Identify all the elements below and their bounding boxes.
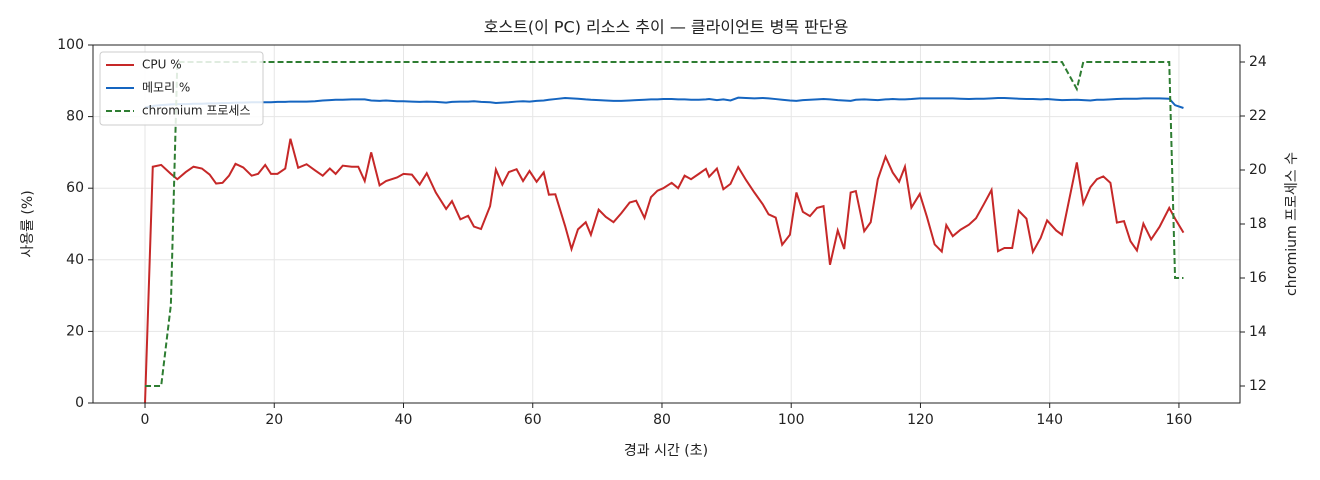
y-tick-label: 40 bbox=[66, 252, 84, 268]
y2-tick-label: 14 bbox=[1249, 324, 1267, 340]
legend: CPU % 메모리 % chromium 프로세스 bbox=[99, 51, 264, 126]
legend-label: chromium 프로세스 bbox=[142, 104, 251, 118]
x-tick-label: 20 bbox=[265, 412, 283, 428]
x-tick-label: 140 bbox=[1036, 412, 1063, 428]
x-tick-label: 120 bbox=[907, 412, 934, 428]
y2-tick-label: 24 bbox=[1249, 54, 1267, 70]
plot-frame bbox=[92, 44, 1241, 404]
y-tick-label: 100 bbox=[57, 37, 84, 53]
y2-tick-label: 20 bbox=[1249, 162, 1267, 178]
y2-axis-label: chromium 프로세스 수 bbox=[1284, 152, 1300, 296]
x-tick-label: 60 bbox=[524, 412, 542, 428]
x-tick-label: 0 bbox=[141, 412, 150, 428]
legend-label: CPU % bbox=[142, 58, 182, 72]
chart-title: 호스트(이 PC) 리소스 추이 — 클라이언트 병목 판단용 bbox=[484, 18, 849, 37]
y2-tick-label: 12 bbox=[1249, 378, 1267, 394]
series-line bbox=[144, 138, 1185, 404]
y-tick-label: 60 bbox=[66, 180, 84, 196]
y2-tick-label: 22 bbox=[1249, 108, 1267, 124]
series-line bbox=[145, 61, 1184, 387]
x-tick-label: 160 bbox=[1166, 412, 1193, 428]
y2-tick-label: 18 bbox=[1249, 216, 1267, 232]
x-tick-label: 40 bbox=[395, 412, 413, 428]
y2-tick-label: 16 bbox=[1249, 270, 1267, 286]
y-tick-label: 80 bbox=[66, 109, 84, 125]
y-tick-label: 20 bbox=[66, 323, 84, 339]
x-axis-label: 경과 시간 (초) bbox=[624, 443, 708, 459]
y-tick-label: 0 bbox=[75, 395, 84, 411]
legend-label: 메모리 % bbox=[142, 81, 190, 95]
legend-box bbox=[99, 51, 264, 126]
x-tick-label: 80 bbox=[653, 412, 671, 428]
x-tick-label: 100 bbox=[778, 412, 805, 428]
series-line bbox=[144, 96, 1184, 109]
y-axis-label: 사용률 (%) bbox=[20, 190, 36, 257]
